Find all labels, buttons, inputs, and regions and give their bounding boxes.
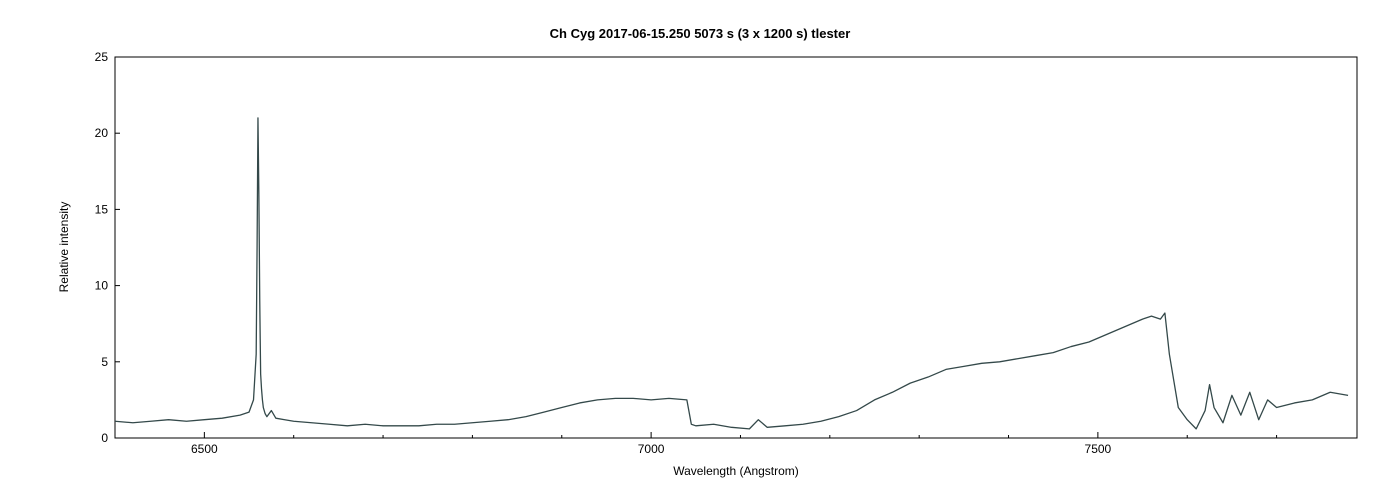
chart-title: Ch Cyg 2017-06-15.250 5073 s (3 x 1200 s… <box>550 26 851 41</box>
x-tick-label: 7000 <box>638 442 665 456</box>
y-tick-label: 15 <box>95 202 109 216</box>
plot-area-frame <box>114 56 1358 439</box>
y-tick-label: 25 <box>95 50 109 64</box>
series-layer <box>114 117 1349 430</box>
y-axis-ticks: 0 5 10 15 20 25 <box>95 50 120 445</box>
y-tick-label: 0 <box>101 431 108 445</box>
x-axis-label: Wavelength (Angstrom) <box>673 464 799 478</box>
x-tick-label: 6500 <box>191 442 218 456</box>
x-tick-label: 7500 <box>1085 442 1112 456</box>
y-tick-label: 5 <box>101 355 108 369</box>
y-tick-label: 10 <box>95 279 109 293</box>
x-axis-ticks: 6500 7000 7500 <box>114 432 1278 456</box>
spectrum-line <box>114 117 1349 430</box>
y-axis-label: Relative intensity <box>57 202 71 293</box>
y-tick-label: 20 <box>95 126 109 140</box>
